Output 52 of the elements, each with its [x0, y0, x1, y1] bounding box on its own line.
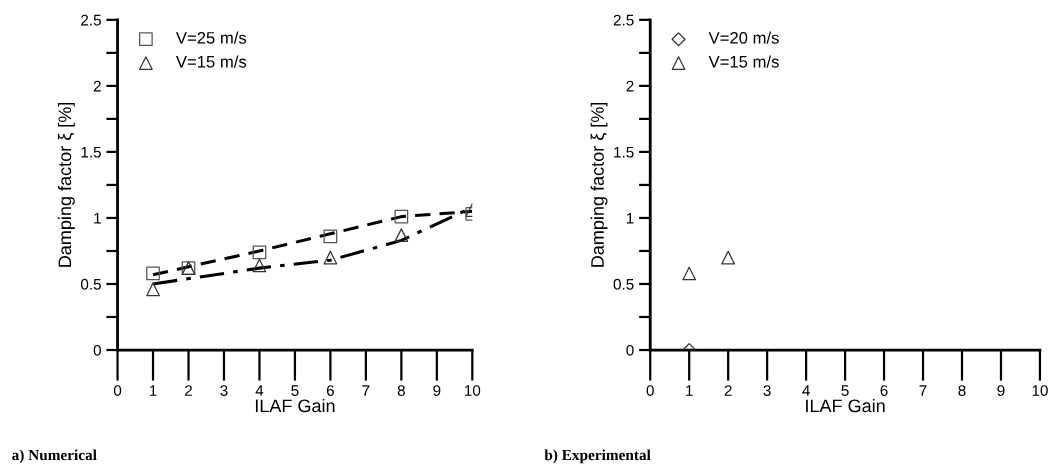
x-tick-label: 1: [686, 385, 693, 396]
x-tick-label: 1: [149, 385, 157, 396]
y-tick-label: 1: [626, 212, 634, 224]
point: [394, 228, 409, 242]
x-tick-label: 7: [362, 385, 370, 396]
point: [323, 229, 338, 244]
x-tick-label: 2: [724, 385, 732, 396]
x-tick-label: 9: [433, 385, 441, 396]
x-tick-label: 0: [646, 385, 654, 396]
x-tick-label: 5: [841, 385, 849, 396]
legend-label: V=15 m/s: [708, 55, 779, 68]
y-tick-label: 1.5: [81, 146, 101, 158]
y-tick-label: 1: [94, 212, 101, 224]
point: [146, 282, 160, 297]
x-tick-label: 3: [763, 385, 771, 396]
y-tick-label: 0: [626, 344, 634, 356]
point: [252, 245, 267, 260]
legend-label: V=15 m/s: [175, 55, 247, 68]
x-tick-label: 5: [291, 385, 299, 396]
y-tick-label: 2.5: [613, 14, 634, 26]
y-tick-label: 0: [93, 344, 101, 356]
x-tick-label: 4: [802, 385, 810, 396]
text: b) Experimental: [544, 449, 651, 464]
y-tick-label: 0.5: [80, 278, 101, 290]
y-axis-title: Damping factor ξ [%]: [57, 102, 75, 267]
point: [323, 250, 338, 265]
x-tick-label: 6: [326, 385, 334, 396]
x-tick-label: 8: [958, 385, 966, 396]
y-tick-label: 2: [626, 80, 634, 92]
point: [394, 209, 409, 224]
x-tick-label: 4: [255, 385, 264, 396]
legend-label: V=25 m/s: [175, 31, 247, 44]
y-tick-label: 1.5: [614, 146, 634, 158]
y-tick-label: 2: [93, 80, 101, 92]
legend-label: V=20 m/s: [708, 31, 779, 44]
x-tick-label: 6: [880, 385, 888, 396]
x-tick-label: 2: [185, 385, 192, 396]
x-axis-title: ILAF Gain: [255, 398, 335, 413]
y-tick-label: 2.5: [81, 14, 101, 26]
text: a) Numerical: [12, 449, 97, 464]
y-tick-label: 0.5: [613, 278, 634, 290]
x-tick-label: 3: [220, 385, 228, 396]
x-tick-label: 8: [397, 385, 405, 396]
x-tick-label: 10: [464, 385, 481, 396]
point: [146, 266, 160, 281]
x-tick-label: 10: [1032, 385, 1048, 396]
x-tick-label: 9: [997, 385, 1005, 396]
x-axis-title: ILAF Gain: [806, 398, 885, 413]
x-tick-label: 0: [113, 385, 122, 396]
x-tick-label: 7: [919, 385, 927, 396]
y-axis-title: Damping factor ξ [%]: [590, 102, 608, 267]
point: [252, 258, 267, 273]
